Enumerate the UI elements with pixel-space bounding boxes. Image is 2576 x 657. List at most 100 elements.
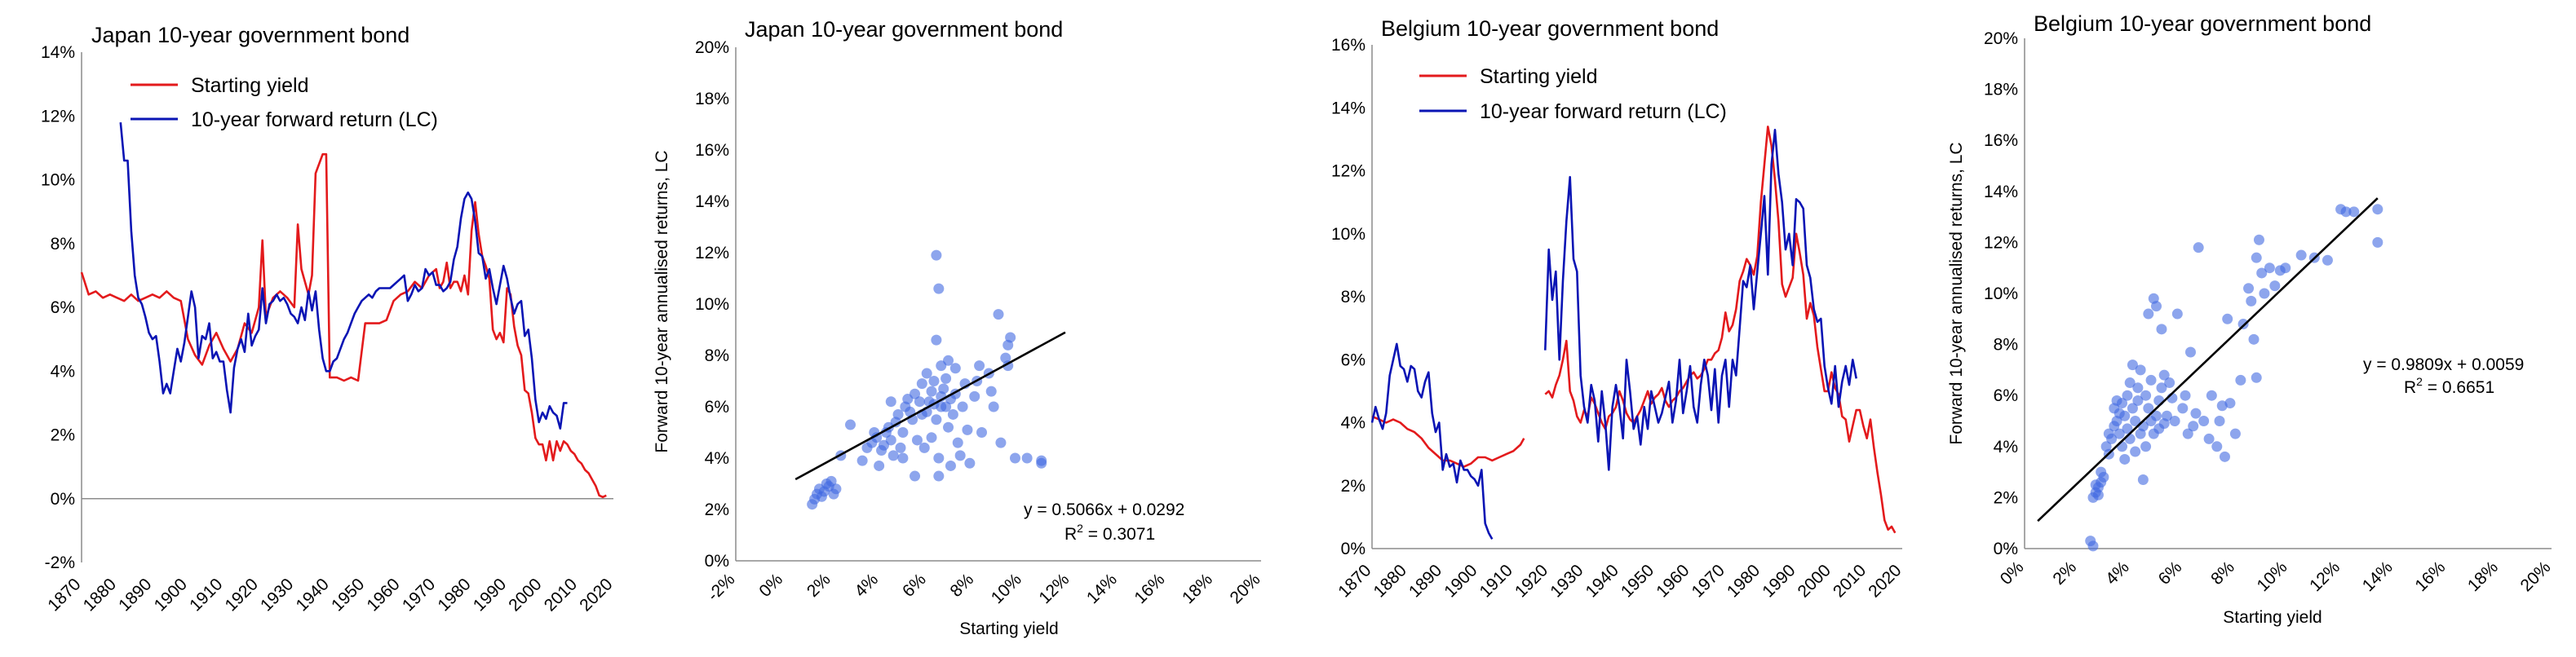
legend-yield-label: Starting yield (191, 74, 309, 97)
trendline (2037, 197, 2379, 523)
y-tick-label: 20% (695, 38, 729, 57)
scatter-point (892, 408, 904, 420)
scatter-point (874, 460, 885, 471)
scatter-point (2246, 295, 2257, 306)
scatter-point (931, 414, 942, 426)
x-tick-label: 10% (988, 570, 1025, 607)
belgium-timeseries-legend: Starting yield 10-year forward return (L… (1419, 65, 1727, 123)
scatter-point (2243, 283, 2255, 294)
scatter-point (2214, 416, 2225, 426)
x-tick-label: 2000 (1795, 561, 1835, 601)
scatter-point (897, 452, 909, 464)
scatter-point (2127, 403, 2138, 414)
y-tick-label: 0% (1341, 540, 1365, 558)
x-tick-label: 18% (1179, 570, 1216, 607)
scatter-point (2122, 423, 2133, 434)
scatter-point (910, 388, 921, 399)
scatter-point (2180, 390, 2191, 401)
x-tick-label: 1960 (1653, 561, 1693, 601)
x-tick-label: 2020 (1865, 561, 1905, 601)
y-tick-label: 2% (51, 426, 75, 445)
x-tick-label: 2010 (1830, 561, 1870, 601)
scatter-point (2229, 428, 2241, 439)
scatter-point (2222, 313, 2233, 324)
scatter-point (941, 401, 952, 412)
forward-return-line (1544, 129, 1857, 471)
x-tick-label: 1890 (115, 575, 155, 615)
scatter-point (2130, 416, 2141, 426)
scatter-point (2211, 441, 2223, 452)
scatter-point (2143, 403, 2154, 414)
x-tick-label: 1940 (293, 575, 333, 615)
scatter-point (2235, 374, 2246, 386)
scatter-point (845, 419, 856, 430)
y-tick-label: 4% (51, 362, 75, 381)
y-tick-label: 10% (1984, 284, 2018, 303)
legend-yield-label: Starting yield (1480, 65, 1598, 88)
scatter-point (2145, 374, 2157, 386)
y-tick-label: 12% (41, 107, 75, 126)
forward-return-line (119, 121, 568, 430)
scatter-point (1005, 332, 1016, 343)
x-tick-label: 1920 (222, 575, 262, 615)
scatter-point (914, 396, 925, 408)
y-tick-label: 12% (1984, 233, 2018, 252)
scatter-point (2127, 359, 2138, 371)
x-tick-label: 1970 (1689, 561, 1728, 601)
scatter-point (931, 249, 942, 261)
x-tick-label: 8% (947, 570, 978, 601)
belgium-timeseries-title: Belgium 10-year government bond (1381, 16, 1719, 41)
y-tick-label: 2% (1994, 488, 2018, 507)
scatter-point (2151, 301, 2162, 312)
scatter-point (871, 432, 883, 443)
scatter-point (2251, 252, 2262, 263)
scatter-point (2269, 280, 2281, 292)
scatter-point (2193, 242, 2204, 254)
x-tick-label: 1990 (1759, 561, 1799, 601)
scatter-point (2156, 382, 2167, 394)
scatter-point (926, 386, 937, 397)
japan-timeseries-legend: Starting yield 10-year forward return (L… (131, 74, 438, 131)
scatter-point (2153, 395, 2165, 406)
scatter-point (2164, 377, 2175, 389)
scatter-point (885, 434, 896, 446)
x-tick-label: 2000 (505, 575, 545, 615)
scatter-point (943, 421, 954, 433)
scatter-point (2248, 333, 2260, 345)
scatter-point (2140, 390, 2152, 401)
x-tick-label: 20% (2517, 558, 2555, 595)
scatter-point (2143, 308, 2154, 320)
y-tick-label: 2% (705, 500, 729, 519)
x-tick-label: 1910 (1476, 561, 1516, 601)
x-tick-label: 1910 (186, 575, 226, 615)
scatter-point (993, 309, 1004, 320)
scatter-point (2140, 441, 2152, 452)
scatter-point (964, 457, 976, 469)
japan-scatter-xlabel: Starting yield (959, 620, 1058, 638)
scatter-point (949, 363, 961, 374)
belgium-scatter-chart: Belgium 10-year government bond 0% 2% 4% 6%… (1947, 11, 2555, 627)
scatter-point (2203, 433, 2215, 444)
x-tick-label: 8% (2207, 558, 2238, 589)
x-tick-label: 1940 (1582, 561, 1622, 601)
scatter-point (2130, 446, 2141, 457)
scatter-point (928, 376, 940, 386)
japan-timeseries-title: Japan 10-year government bond (91, 23, 409, 47)
y-tick-label: 0% (705, 552, 729, 571)
scatter-point (969, 390, 980, 402)
scatter-point (916, 378, 927, 390)
japan-scatter-chart: Japan 10-year government bond 0% 2% 4% 6% 8%… (653, 17, 1264, 638)
scatter-point (2119, 453, 2131, 465)
y-tick-label: 12% (1331, 162, 1365, 181)
y-tick-label: 6% (705, 398, 729, 417)
scatter-point (856, 455, 868, 466)
x-tick-label: -2% (704, 570, 739, 605)
scatter-point (2113, 428, 2125, 439)
y-tick-label: 8% (51, 235, 75, 254)
x-tick-label: 2020 (576, 575, 616, 615)
scatter-point (926, 432, 937, 443)
x-tick-label: 6% (2155, 558, 2186, 589)
x-tick-label: 1900 (1441, 561, 1481, 601)
starting-yield-line (80, 152, 607, 499)
